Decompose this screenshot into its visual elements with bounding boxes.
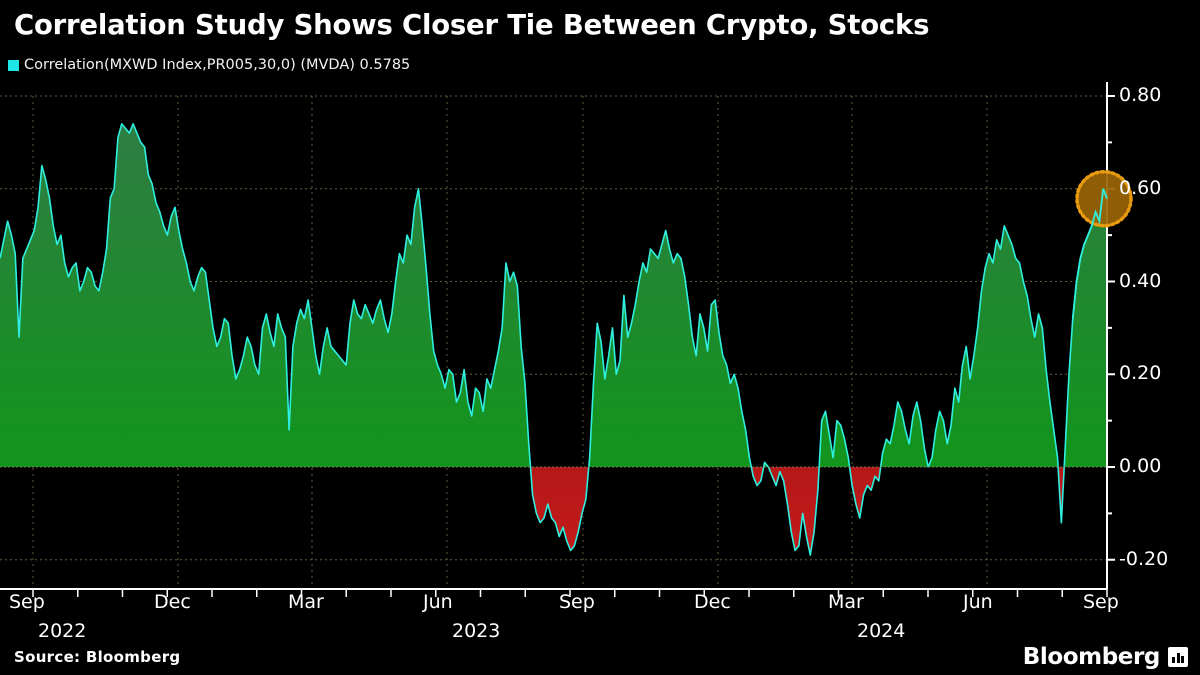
y-axis-tick-label: -0.20	[1119, 547, 1169, 570]
area-fills	[0, 123, 1107, 556]
chart-legend: Correlation(MXWD Index,PR005,30,0) (MVDA…	[8, 57, 410, 73]
y-axis-tick-label: 0.20	[1119, 362, 1162, 385]
y-axis-tick-label: 0.80	[1119, 84, 1162, 106]
x-axis-tick-label: Jun	[423, 591, 453, 613]
endpoint-highlight-marker	[1075, 169, 1133, 228]
x-axis-ticks	[32, 589, 1108, 597]
correlation-line-tail	[1071, 188, 1108, 319]
x-axis-tick-label: Dec	[154, 591, 191, 613]
x-axis-tick-label: Sep	[1083, 591, 1119, 613]
negative-area	[0, 467, 1107, 556]
legend-color-swatch	[8, 59, 19, 71]
correlation-line	[0, 123, 1108, 556]
y-axis-tick-label: 0.40	[1119, 269, 1162, 292]
bloomberg-logo: Bloomberg	[1023, 644, 1188, 670]
x-axis-tick-label: Jun	[963, 591, 993, 613]
positive-area	[0, 123, 1107, 467]
y-axis-tick-label: 0.60	[1119, 176, 1162, 199]
y-axis-ticks	[1107, 95, 1115, 561]
brand-name: Bloomberg	[1022, 644, 1161, 670]
x-axis-year-label: 2024	[857, 620, 906, 642]
x-axis-tick-label: Sep	[559, 591, 595, 613]
x-axis-tick-label: Dec	[694, 591, 731, 613]
x-axis-tick-label: Sep	[9, 591, 45, 613]
page-title: Correlation Study Shows Closer Tie Betwe…	[14, 9, 930, 41]
bar-chart-icon	[1168, 647, 1188, 667]
x-axis-year-label: 2023	[452, 620, 501, 642]
x-axis-tick-label: Mar	[828, 591, 864, 613]
y-axis-tick-label: 0.00	[1119, 455, 1162, 477]
source-note: Source: Bloomberg	[14, 648, 181, 666]
x-axis-year-label: 2022	[38, 620, 87, 642]
x-axis-tick-label: Mar	[288, 591, 324, 613]
legend-label: Correlation(MXWD Index,PR005,30,0) (MVDA…	[24, 57, 411, 73]
